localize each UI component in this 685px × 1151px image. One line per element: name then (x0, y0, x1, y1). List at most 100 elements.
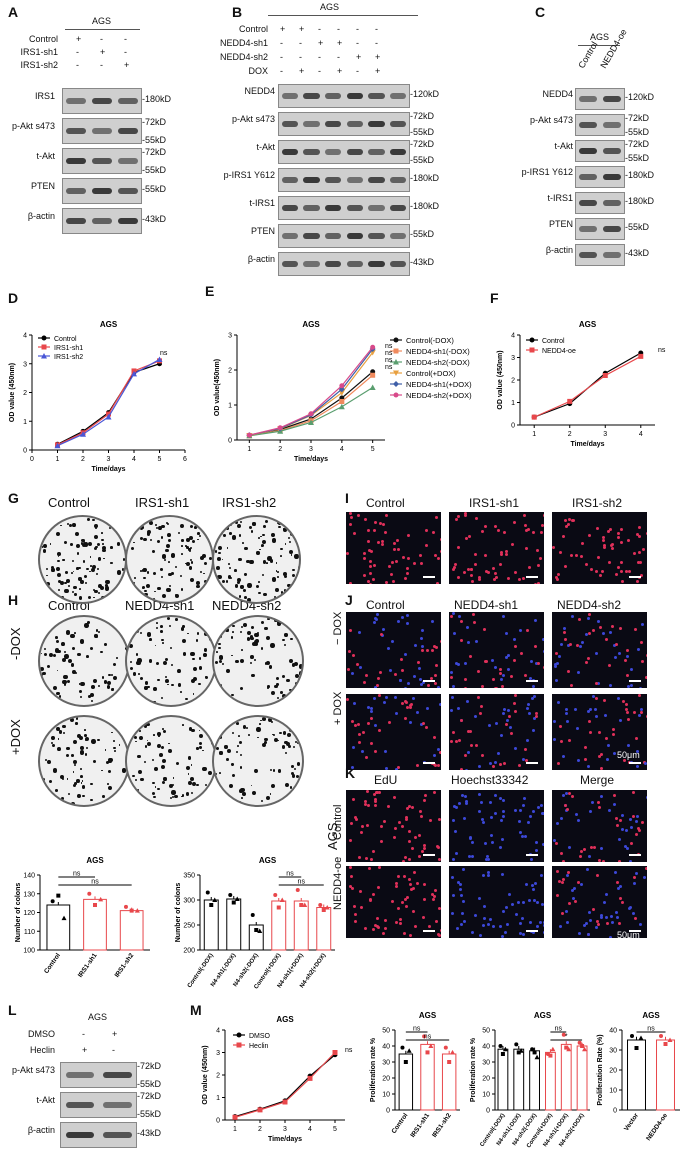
colony-dot (251, 673, 255, 678)
colony-dot (182, 724, 184, 726)
colony-dot (262, 592, 267, 597)
colony-dot (70, 802, 76, 805)
colony-dot (174, 593, 180, 599)
colony-dot (51, 565, 55, 569)
cell-nucleus (456, 707, 460, 711)
cell-nucleus (417, 666, 421, 670)
y-tick-label: 2 (23, 390, 27, 397)
colony-dot (256, 727, 261, 732)
blot-band (303, 93, 320, 99)
cell-nucleus (477, 896, 481, 900)
cell-nucleus (403, 874, 407, 878)
cell-nucleus (378, 791, 382, 795)
colony-dot (48, 779, 52, 783)
cell-nucleus (532, 694, 536, 698)
cell-nucleus (348, 866, 352, 870)
cell-nucleus (474, 516, 478, 520)
colony-dot (139, 730, 141, 732)
cell-nucleus (525, 759, 529, 763)
cell-nucleus (586, 616, 590, 620)
colony-dot (250, 655, 254, 659)
cell-nucleus (369, 550, 373, 554)
cell-nucleus (450, 675, 454, 679)
cell-nucleus (469, 743, 473, 747)
colony-dot (145, 687, 148, 690)
cell-nucleus (454, 563, 458, 567)
colony-dot (108, 674, 111, 677)
cell-nucleus (525, 739, 529, 743)
cell-nucleus (487, 858, 491, 862)
colony-dot (91, 739, 96, 744)
colony-dot (167, 617, 171, 621)
replicate-point (548, 1053, 553, 1058)
blot-band (103, 1102, 132, 1108)
colony-dot (165, 544, 170, 549)
cell-nucleus (602, 535, 606, 539)
cell-nucleus (534, 583, 538, 584)
colony-dot (290, 637, 293, 641)
replicate-point (630, 1034, 635, 1038)
colony-dot (210, 583, 212, 589)
data-point (369, 384, 376, 390)
colony-dot (239, 687, 243, 691)
cell-nucleus (406, 622, 410, 626)
blot-band (281, 261, 299, 267)
colony-dot (265, 636, 270, 640)
molecular-weight-label: -43kD (137, 1128, 162, 1138)
scale-bar (526, 680, 538, 682)
cell-nucleus (492, 924, 496, 928)
significance-label: ns (555, 1026, 563, 1033)
x-tick-label: 1 (56, 456, 60, 463)
colony-dot (177, 683, 182, 687)
cell-nucleus (370, 717, 374, 721)
colony-dot (234, 584, 239, 588)
colony-dot (121, 568, 125, 571)
colony-dot (146, 598, 150, 602)
cell-nucleus (566, 522, 570, 526)
colony-dot (267, 685, 271, 689)
colony-dot (139, 570, 142, 573)
colony-dot (191, 539, 196, 544)
cell-nucleus (464, 794, 468, 798)
colony-dot (286, 733, 291, 738)
colony-dot (298, 664, 302, 669)
cell-nucleus (615, 642, 619, 646)
cell-nucleus (403, 699, 407, 703)
colony-dot (218, 772, 221, 775)
colony-dot (198, 683, 201, 686)
bar (46, 904, 71, 951)
cell-nucleus (500, 550, 504, 554)
cell-nucleus (407, 878, 411, 882)
cell-nucleus (526, 628, 530, 632)
cell-nucleus (504, 931, 508, 935)
colony-dot (289, 688, 292, 692)
cell-nucleus (379, 522, 383, 526)
cell-nucleus (596, 620, 600, 624)
blot-band (368, 261, 385, 267)
colony-dot (65, 753, 69, 758)
cell-nucleus (392, 795, 396, 799)
y-tick-label: 1 (23, 419, 27, 426)
colony-dot (192, 693, 195, 695)
y-tick-label: 3 (511, 355, 515, 362)
cell-nucleus (396, 874, 400, 878)
treatment-label: Control (28, 34, 58, 44)
x-tick-label: 5 (371, 446, 375, 453)
colony-dot (170, 663, 173, 667)
cell-nucleus (491, 566, 495, 570)
colony-dot (57, 555, 60, 558)
colony-dot (168, 560, 170, 563)
colony-dot (42, 638, 45, 641)
cell-nucleus (498, 846, 502, 850)
colony-dot (236, 600, 240, 602)
colony-dot (49, 543, 52, 546)
cell-nucleus (633, 711, 637, 715)
cell-nucleus (502, 707, 506, 711)
protein-label: β-actin (247, 254, 275, 264)
colony-dot (146, 741, 152, 747)
category-label: N4-sh2(+DOX) (299, 953, 327, 990)
colony-dot (231, 702, 236, 705)
molecular-weight-label: -180kD (410, 201, 440, 211)
cell-nucleus (542, 666, 544, 670)
cell-nucleus (424, 726, 428, 730)
